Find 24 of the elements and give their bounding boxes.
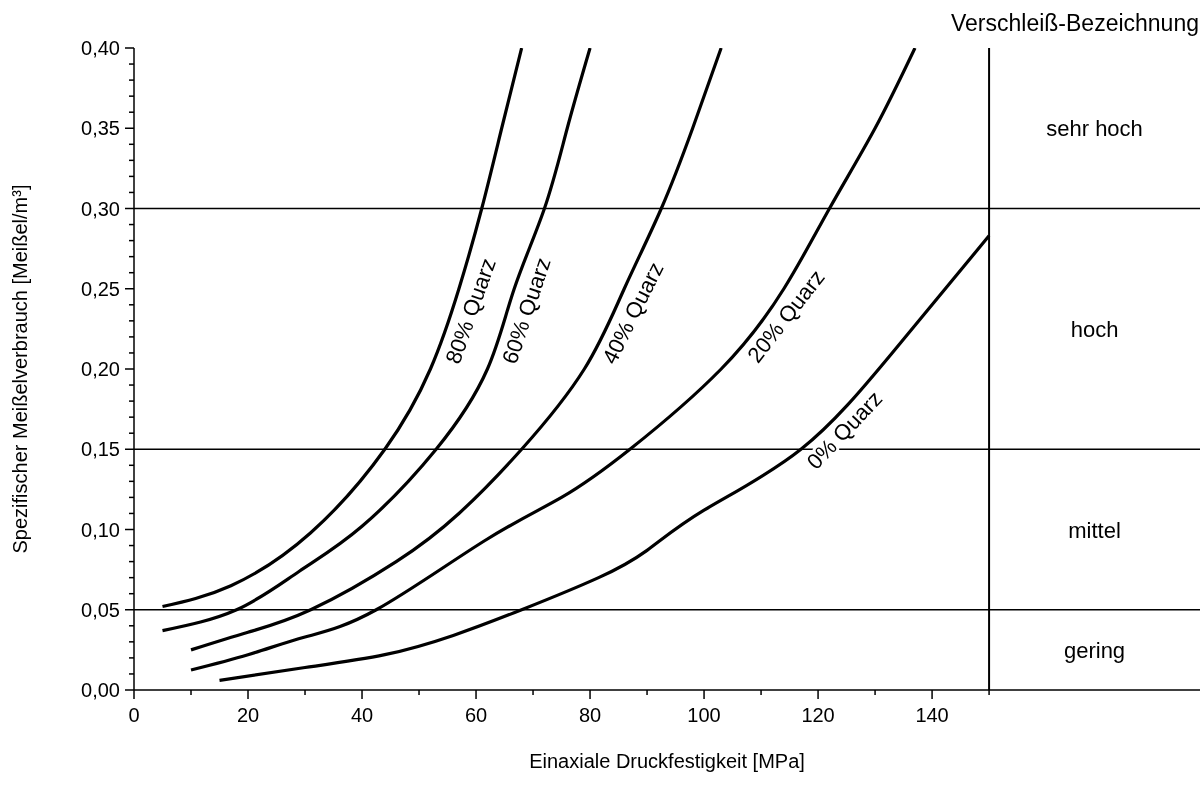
x-tick-label: 140 — [915, 704, 949, 726]
x-tick-label: 0 — [128, 704, 140, 726]
x-tick-label: 100 — [687, 704, 721, 726]
x-tick-label: 20 — [236, 704, 260, 726]
y-tick-label: 0,30 — [81, 197, 120, 220]
annotation: hoch — [1070, 316, 1119, 342]
x-tick-label: 120 — [801, 704, 835, 726]
y-tick-label: 0,10 — [81, 518, 120, 541]
x-tick-label: 60 — [464, 704, 488, 726]
annotation: sehr hoch — [1046, 116, 1143, 142]
y-tick-label: 0,15 — [81, 438, 120, 461]
y-tick-label: 0,05 — [81, 598, 120, 621]
annotation: gering — [1063, 637, 1126, 663]
annotation: mittel — [1068, 517, 1121, 543]
y-tick-label: 0,40 — [81, 37, 120, 59]
y-tick-label: 0,20 — [81, 358, 120, 380]
chart-title: Verschleiß-Bezeichnung — [950, 10, 1199, 37]
y-axis-title: Spezifischer Meißelverbrauch [Meißel/m³] — [9, 184, 32, 554]
y-tick-label: 0,35 — [81, 117, 120, 140]
x-tick-label: 40 — [350, 704, 374, 726]
y-tick-label: 0,00 — [81, 679, 120, 701]
x-axis-title: Einaxiale Druckfestigkeit [MPa] — [529, 750, 805, 772]
x-tick-label: 80 — [578, 704, 602, 726]
y-tick-label: 0,25 — [81, 277, 120, 300]
